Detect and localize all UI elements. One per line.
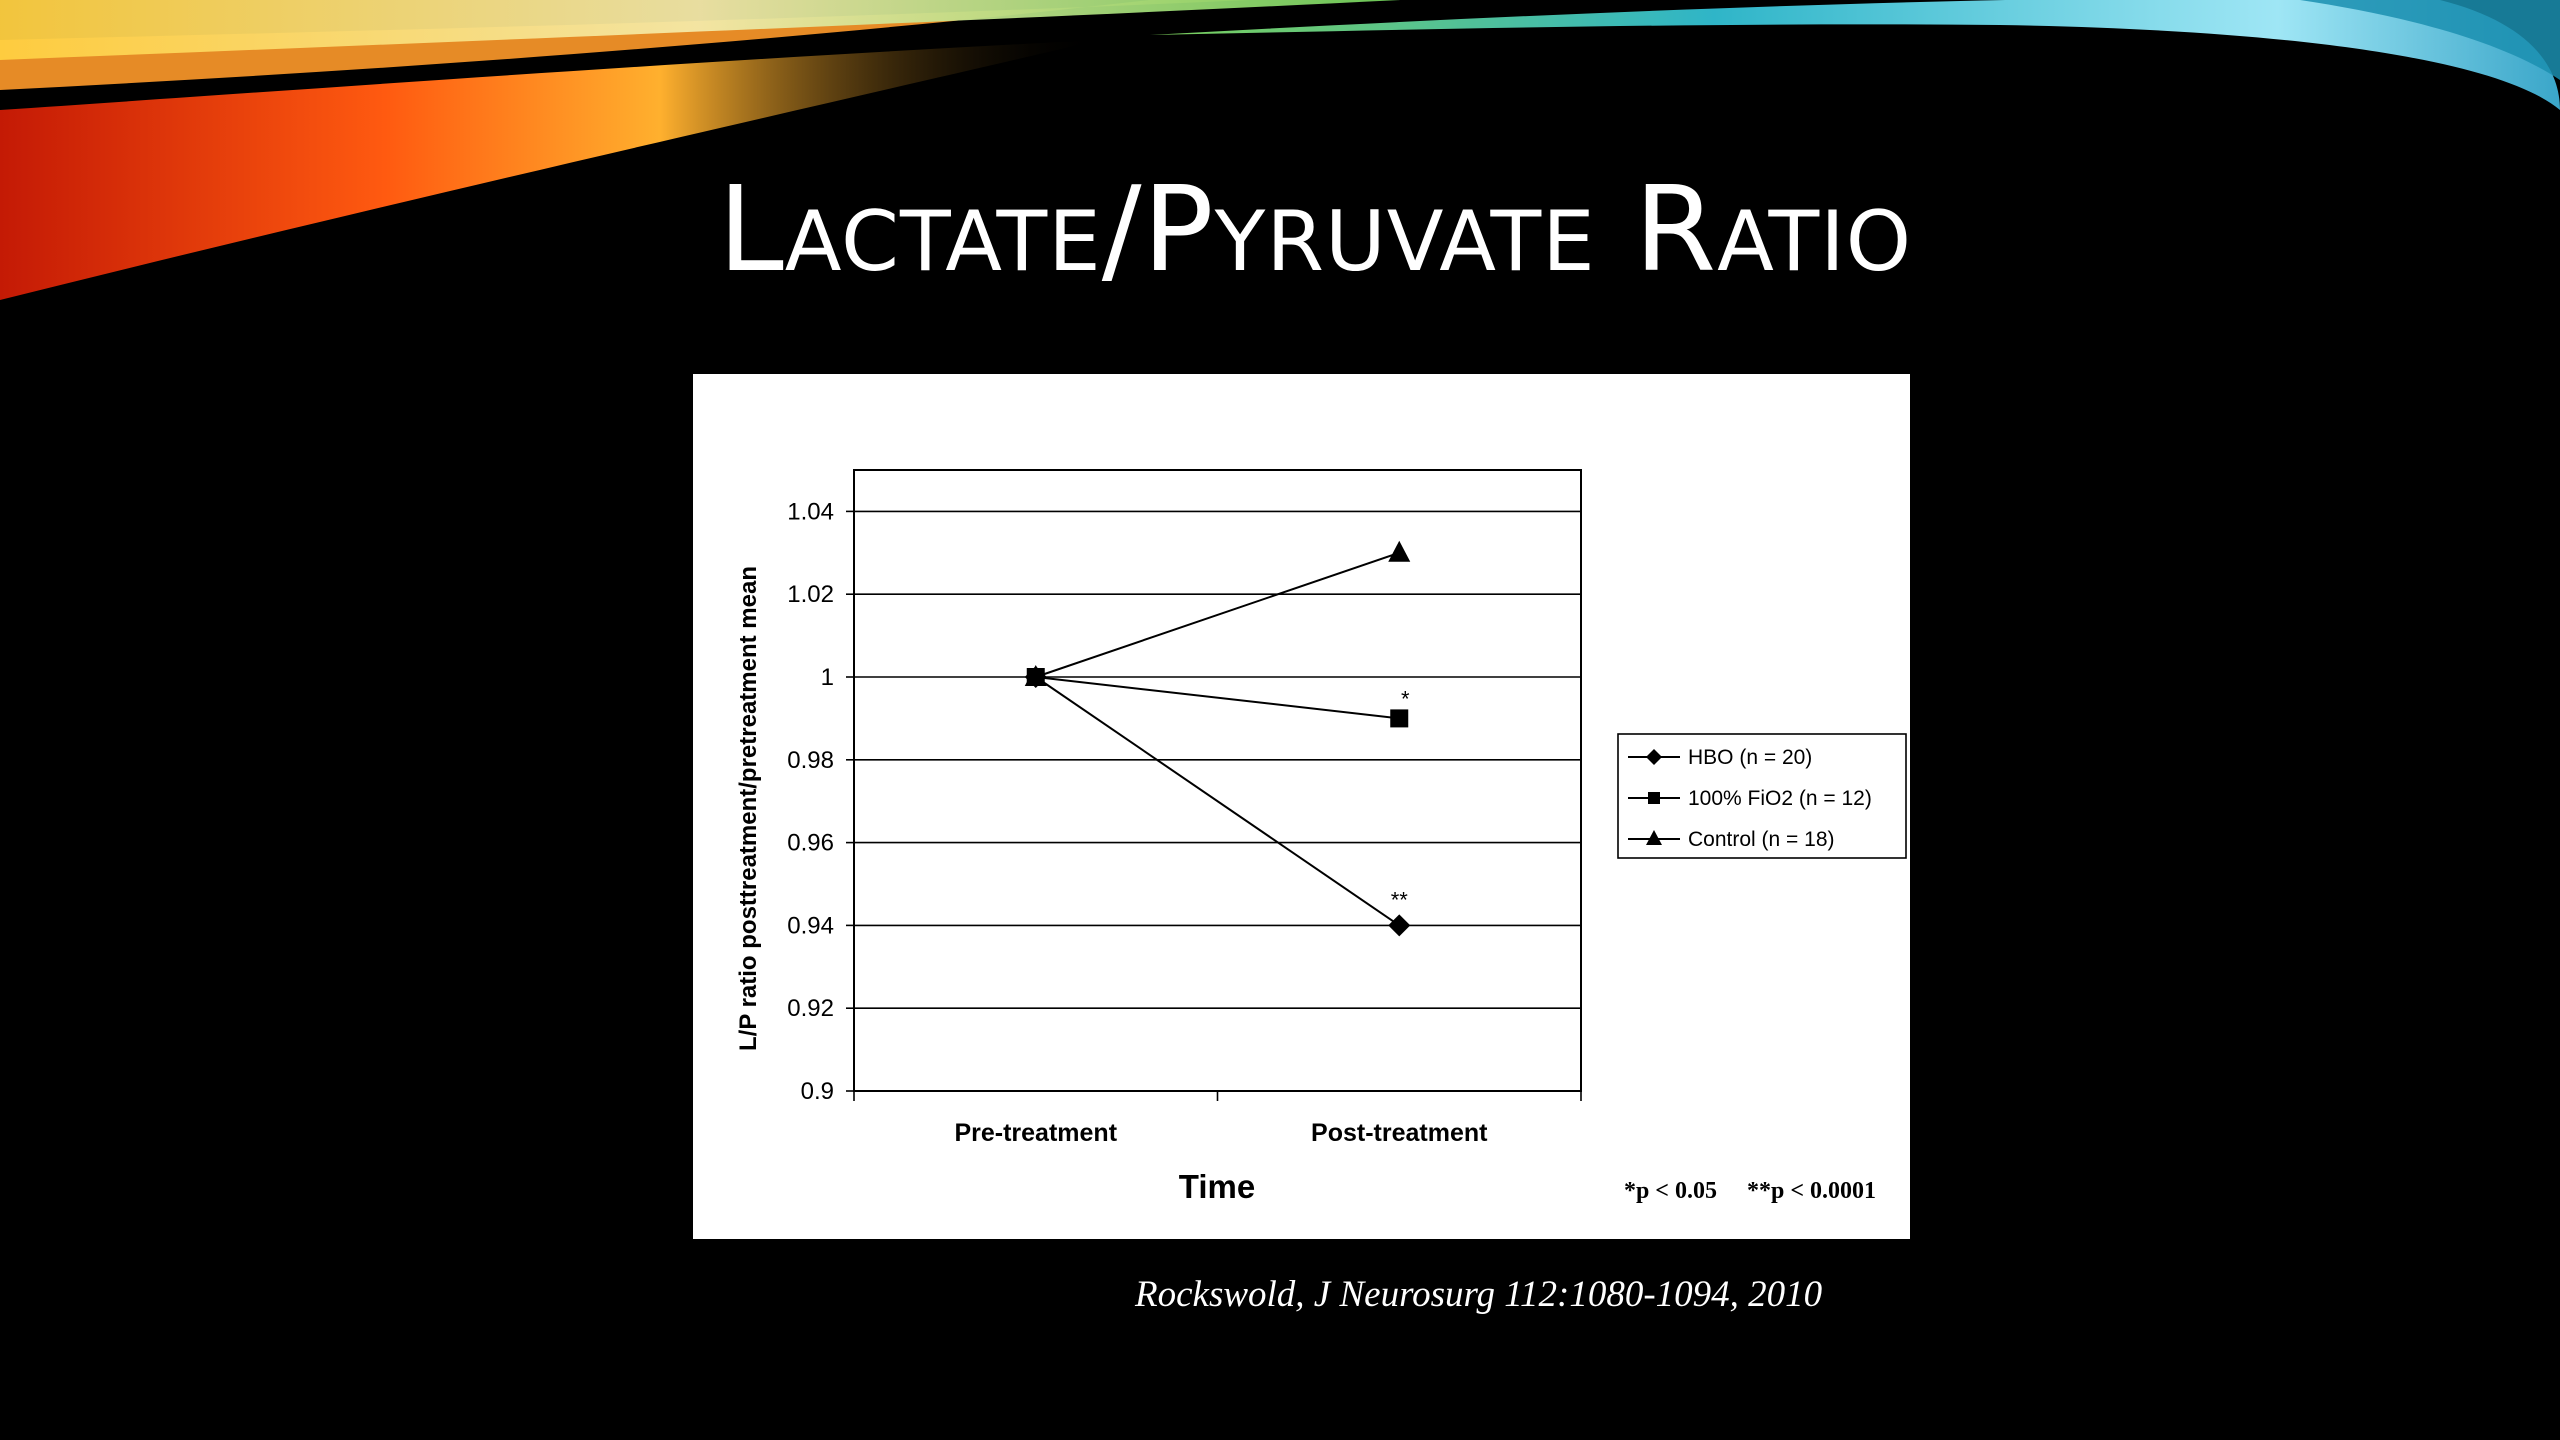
- data-point-triangle: [1388, 540, 1411, 562]
- legend-entry-label: HBO (n = 20): [1688, 746, 1812, 769]
- x-category-label: Post-treatment: [1311, 1119, 1488, 1147]
- significance-label: **: [1391, 887, 1409, 912]
- x-axis-title: Time: [1179, 1168, 1255, 1205]
- legend-box: [1617, 733, 1907, 859]
- y-tick-label: 0.9: [801, 1078, 834, 1105]
- series-line-square: [1035, 676, 1400, 720]
- data-point-triangle: [1024, 665, 1047, 686]
- swoosh-red-band: [0, 40, 1100, 300]
- line-chart: 0.9 0.92 0.94 0.96 0.98 1 1.02 1.04 Pre-treatmen…: [735, 469, 1907, 1205]
- series-line-diamond: [1035, 676, 1400, 927]
- chart-panel: 0.9 0.92 0.94 0.96 0.98 1 1.02 1.04 Pre-treatmen…: [693, 374, 1910, 1239]
- x-category-label: Pre-treatment: [954, 1119, 1117, 1147]
- y-tick-label: 1.04: [787, 498, 834, 525]
- legend-marker-square: [1648, 792, 1660, 804]
- legend-marker-triangle: [1646, 830, 1662, 845]
- slide-title: Lactate/Pyruvate Ratio: [717, 160, 1913, 298]
- y-tick-label: 0.98: [787, 747, 834, 774]
- swoosh-orange-band: [0, 0, 1250, 90]
- y-axis-title: L/P ratio posttreatment/pretreatment mea…: [735, 566, 762, 1051]
- swoosh-teal-band: [2300, 0, 2560, 80]
- legend-entry-label: 100% FiO2 (n = 12): [1688, 787, 1872, 810]
- y-tick-label: 0.96: [787, 830, 834, 857]
- data-point-square: [1390, 709, 1409, 728]
- y-tick-label: 0.92: [787, 995, 834, 1022]
- significance-footnote: *p < 0.05 **p < 0.0001: [1624, 1178, 1876, 1204]
- plot-area-frame: [853, 469, 1582, 1092]
- series-line-triangle: [1035, 551, 1400, 678]
- y-tick-label: 1: [821, 664, 834, 691]
- swoosh-cool-band: [1150, 0, 2560, 110]
- y-tick-label: 1.02: [787, 581, 834, 608]
- data-point-diamond: [1388, 914, 1411, 937]
- significance-label: *: [1401, 686, 1410, 711]
- swoosh-gold-band: [0, 0, 1400, 60]
- y-tick-label: 0.94: [787, 912, 834, 939]
- legend-entry-label: Control (n = 18): [1688, 828, 1835, 851]
- citation: Rockswold, J Neurosurg 112:1080-1094, 20…: [1135, 1274, 1823, 1315]
- legend-marker-diamond: [1646, 749, 1662, 765]
